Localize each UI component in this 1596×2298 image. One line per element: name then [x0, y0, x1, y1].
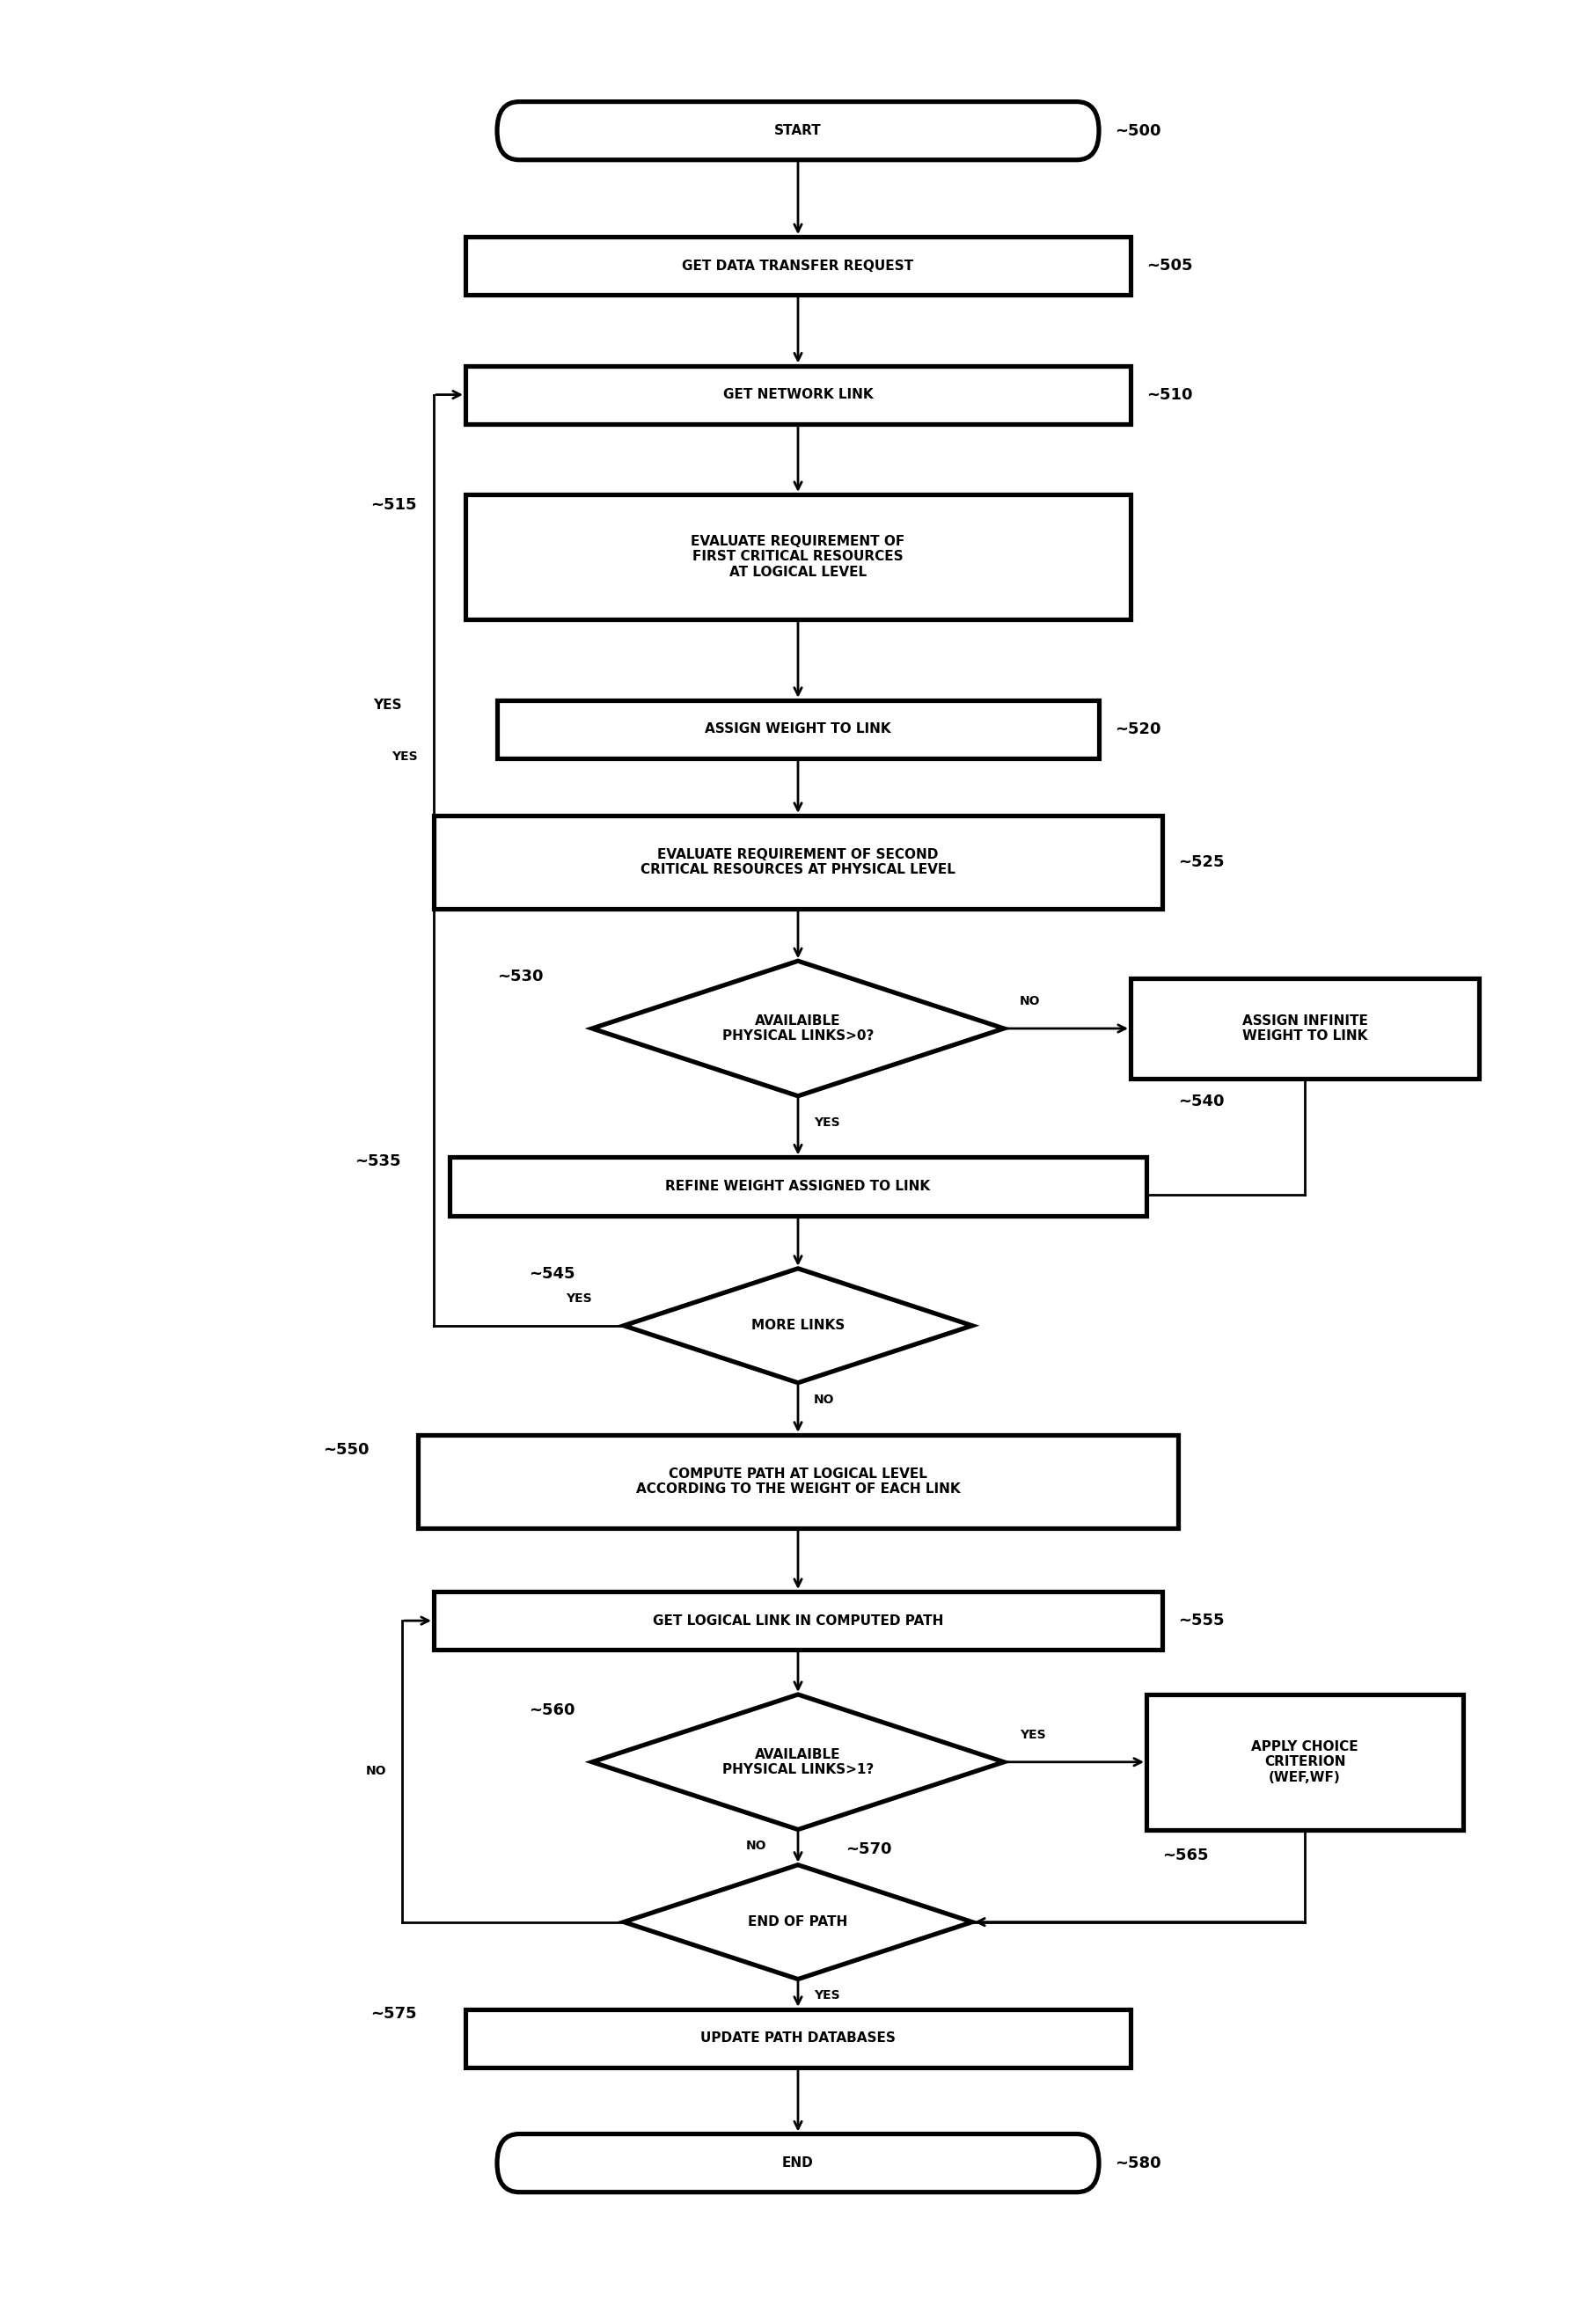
Bar	[466, 365, 1130, 423]
Text: EVALUATE REQUIREMENT OF SECOND
CRITICAL RESOURCES AT PHYSICAL LEVEL: EVALUATE REQUIREMENT OF SECOND CRITICAL …	[640, 848, 956, 876]
Text: AVAILAIBLE
PHYSICAL LINKS>0?: AVAILAIBLE PHYSICAL LINKS>0?	[721, 1013, 875, 1043]
Text: UPDATE PATH DATABASES: UPDATE PATH DATABASES	[701, 2031, 895, 2045]
FancyBboxPatch shape	[496, 2135, 1100, 2192]
Text: ~545: ~545	[528, 1266, 575, 1282]
Bar	[1146, 1694, 1464, 1829]
Text: ~535: ~535	[354, 1154, 401, 1170]
Text: ~540: ~540	[1178, 1094, 1224, 1110]
Bar	[450, 1158, 1146, 1216]
Text: NO: NO	[814, 1393, 835, 1406]
Polygon shape	[624, 1866, 972, 1979]
Bar	[1130, 979, 1479, 1078]
Text: ~560: ~560	[528, 1703, 575, 1719]
Bar	[496, 701, 1100, 758]
Text: END: END	[782, 2156, 814, 2169]
Text: COMPUTE PATH AT LOGICAL LEVEL
ACCORDING TO THE WEIGHT OF EACH LINK: COMPUTE PATH AT LOGICAL LEVEL ACCORDING …	[635, 1466, 961, 1496]
Text: ~505: ~505	[1146, 257, 1192, 273]
Polygon shape	[624, 1268, 972, 1383]
Polygon shape	[592, 1694, 1004, 1829]
Text: NO: NO	[1020, 995, 1041, 1009]
Text: EVALUATE REQUIREMENT OF
FIRST CRITICAL RESOURCES
AT LOGICAL LEVEL: EVALUATE REQUIREMENT OF FIRST CRITICAL R…	[691, 535, 905, 579]
Text: ~525: ~525	[1178, 855, 1224, 871]
Text: ~565: ~565	[1162, 1848, 1208, 1864]
Text: START: START	[774, 124, 822, 138]
Text: ~550: ~550	[322, 1443, 369, 1459]
Bar	[434, 816, 1162, 910]
Text: YES: YES	[393, 749, 418, 763]
Text: YES: YES	[567, 1291, 592, 1305]
Bar	[434, 1593, 1162, 1650]
Text: NO: NO	[365, 1765, 386, 1779]
Bar	[466, 237, 1130, 294]
Bar	[466, 2008, 1130, 2068]
Bar	[466, 494, 1130, 618]
Bar	[418, 1434, 1178, 1528]
Text: YES: YES	[1020, 1728, 1045, 1742]
Text: NO: NO	[745, 1841, 766, 1852]
Text: GET NETWORK LINK: GET NETWORK LINK	[723, 388, 873, 402]
Text: ~515: ~515	[370, 496, 417, 512]
Text: END OF PATH: END OF PATH	[749, 1917, 847, 1928]
Polygon shape	[592, 961, 1004, 1096]
Text: ~520: ~520	[1114, 722, 1160, 738]
Text: ~580: ~580	[1114, 2156, 1160, 2172]
Text: GET LOGICAL LINK IN COMPUTED PATH: GET LOGICAL LINK IN COMPUTED PATH	[653, 1613, 943, 1627]
Text: ~570: ~570	[846, 1841, 892, 1857]
Text: ~530: ~530	[496, 970, 543, 984]
Text: ~510: ~510	[1146, 386, 1192, 402]
Text: REFINE WEIGHT ASSIGNED TO LINK: REFINE WEIGHT ASSIGNED TO LINK	[666, 1179, 930, 1193]
Text: APPLY CHOICE
CRITERION
(WEF,WF): APPLY CHOICE CRITERION (WEF,WF)	[1251, 1740, 1358, 1783]
Text: ~500: ~500	[1114, 122, 1160, 138]
Text: YES: YES	[814, 1117, 839, 1128]
Text: ~555: ~555	[1178, 1613, 1224, 1629]
Text: MORE LINKS: MORE LINKS	[752, 1319, 844, 1333]
Text: ~575: ~575	[370, 2006, 417, 2022]
Text: ASSIGN INFINITE
WEIGHT TO LINK: ASSIGN INFINITE WEIGHT TO LINK	[1242, 1013, 1368, 1043]
FancyBboxPatch shape	[496, 101, 1100, 161]
Text: YES: YES	[814, 1990, 839, 2002]
Text: AVAILAIBLE
PHYSICAL LINKS>1?: AVAILAIBLE PHYSICAL LINKS>1?	[723, 1749, 873, 1776]
Text: YES: YES	[373, 699, 402, 712]
Text: ASSIGN WEIGHT TO LINK: ASSIGN WEIGHT TO LINK	[705, 722, 891, 735]
Text: GET DATA TRANSFER REQUEST: GET DATA TRANSFER REQUEST	[681, 260, 915, 273]
